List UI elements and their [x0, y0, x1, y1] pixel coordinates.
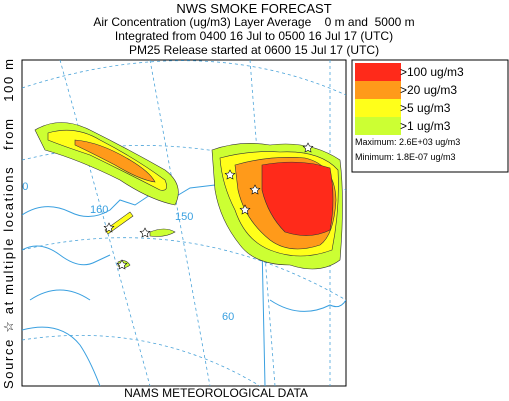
- legend-label: >20 ug/m3: [400, 83, 457, 97]
- grid-label: 60: [222, 311, 234, 323]
- grid-label: 150: [175, 211, 193, 223]
- subtitle: Integrated from 0400 16 Jul to 0500 16 J…: [115, 29, 393, 43]
- subtitle: PM25 Release started at 0600 15 Jul 17 (…: [129, 43, 379, 57]
- map: 170 160 150 60: [10, 59, 347, 387]
- grid-label: 170: [10, 181, 28, 193]
- legend-label: >1 ug/m3: [400, 119, 451, 133]
- subtitle: Air Concentration (ug/m3) Layer Average …: [93, 15, 414, 29]
- title: NWS SMOKE FORECAST: [176, 1, 331, 16]
- legend: Maximum: 2.6E+03 ug/m3 Minimum: 1.8E-07 …: [351, 59, 509, 173]
- source-label: Source ☆ at multiple locations from 100 …: [1, 59, 16, 389]
- source-markers: [103, 142, 314, 270]
- legend-label: >100 ug/m3: [400, 65, 464, 79]
- legend-minimum: Minimum: 1.8E-07 ug/m3: [355, 152, 456, 162]
- legend-swatch: [355, 99, 401, 117]
- legend-swatch: [355, 81, 401, 99]
- smoke-plume: [34, 122, 343, 270]
- coastline: [22, 149, 346, 386]
- legend-label: >5 ug/m3: [400, 101, 451, 115]
- footer: NAMS METEOROLOGICAL DATA: [124, 386, 308, 400]
- legend-swatch: [355, 117, 401, 135]
- grid-label: 160: [90, 204, 108, 216]
- legend-swatch: [355, 63, 401, 81]
- legend-maximum: Maximum: 2.6E+03 ug/m3: [355, 137, 460, 147]
